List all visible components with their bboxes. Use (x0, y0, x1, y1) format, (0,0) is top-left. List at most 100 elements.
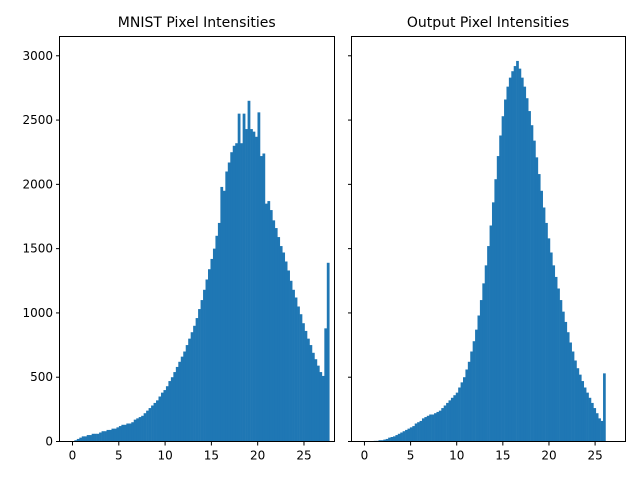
histogram-bar (321, 375, 325, 442)
histogram-bar (494, 179, 498, 442)
histogram-bar (84, 436, 88, 442)
histogram-bar (513, 66, 517, 442)
histogram-bar (143, 413, 147, 442)
histogram-bar (450, 397, 454, 442)
histogram-bar (552, 265, 556, 442)
histogram-bar (417, 422, 420, 442)
histogram-bar (402, 431, 406, 442)
right-bars (373, 60, 606, 442)
histogram-bar (405, 429, 408, 442)
histogram-bar (412, 426, 416, 442)
histogram-bar (549, 252, 553, 442)
histogram-bar (540, 190, 543, 442)
y-tick-label: 1000 (22, 306, 53, 320)
histogram-bar (242, 113, 246, 442)
y-tick-label: 2000 (22, 177, 53, 191)
histogram-bar (421, 418, 425, 442)
histogram-bar (252, 131, 256, 442)
histogram-bar (409, 427, 413, 442)
histogram-bar (111, 428, 115, 442)
histogram-bar (470, 351, 473, 442)
x-tick-label: 0 (69, 449, 77, 463)
histogram-bar (547, 238, 551, 442)
histogram-bar (163, 390, 167, 442)
histogram-bar (227, 162, 231, 442)
right-axes-frame (351, 36, 626, 442)
histogram-bar (212, 248, 216, 442)
y-tick-label: 500 (30, 370, 53, 384)
histogram-bar (109, 429, 112, 442)
histogram-bar (598, 418, 601, 442)
histogram-bar (170, 377, 174, 442)
histogram-bar (436, 411, 440, 442)
histogram-bar (225, 171, 229, 442)
histogram-bar (210, 258, 214, 442)
histogram-bar (208, 269, 211, 442)
histogram-bar (279, 246, 283, 442)
histogram-bar (299, 314, 303, 442)
histogram-bar (193, 325, 196, 442)
histogram-bar (453, 395, 457, 442)
histogram-bar (477, 315, 481, 442)
histogram-bar (173, 372, 177, 442)
left-x-axis: 0 5 10 15 20 25 (69, 441, 312, 463)
histogram-bar (240, 143, 243, 442)
histogram-bar (292, 289, 295, 442)
histogram-bar (438, 410, 442, 442)
histogram-bar (198, 309, 201, 442)
x-tick-label: 10 (157, 449, 172, 463)
histogram-bar (79, 437, 83, 442)
histogram-bar (235, 143, 238, 442)
histogram-bar (467, 361, 471, 442)
histogram-bar (516, 60, 519, 442)
x-tick-label: 0 (361, 449, 369, 463)
histogram-bar (183, 351, 187, 442)
right-panel-title: Output Pixel Intensities (407, 15, 569, 31)
histogram-bar (269, 210, 273, 442)
histogram-bar (81, 436, 85, 442)
histogram-bar (324, 328, 328, 442)
histogram-bar (482, 283, 486, 442)
histogram-bar (390, 437, 394, 442)
histogram-bar (429, 414, 432, 442)
histogram-bar (91, 433, 95, 442)
histogram-bar (441, 408, 444, 442)
histogram-bar (99, 432, 102, 442)
histogram-bar (400, 432, 403, 442)
histogram-bar (542, 207, 546, 442)
histogram-bar (508, 77, 512, 442)
histogram-bar (118, 426, 122, 442)
histogram-bar (94, 433, 97, 442)
histogram-bar (247, 100, 251, 442)
histogram-bar (545, 222, 548, 442)
histogram-bar (576, 368, 580, 442)
x-tick-label: 5 (407, 449, 415, 463)
histogram-bar (215, 235, 219, 442)
histogram-bar (380, 440, 384, 442)
y-tick-label: 2500 (22, 113, 53, 127)
x-tick-label: 15 (204, 449, 219, 463)
histogram-bar (165, 386, 169, 442)
histogram-bar (383, 439, 387, 442)
histogram-bar (504, 99, 507, 442)
histogram-bar (188, 338, 191, 442)
histogram-bar (595, 413, 599, 442)
histogram-bar (475, 329, 478, 442)
histogram-bar (460, 382, 464, 442)
histogram-bar (104, 431, 107, 442)
histogram-bar (569, 342, 572, 442)
histogram-bar (178, 361, 182, 442)
histogram-bar (496, 156, 500, 442)
left-y-axis: 0 500 1000 1500 2000 2500 3000 (22, 49, 60, 449)
histogram-bar (245, 129, 248, 442)
histogram-bar (302, 323, 305, 442)
histogram-bar (86, 435, 90, 442)
histogram-bar (537, 174, 541, 442)
y-tick-label: 3000 (22, 49, 53, 63)
histogram-bar (559, 300, 563, 442)
histogram-bar (443, 405, 447, 442)
histogram-bar (455, 392, 459, 442)
histogram-bar (121, 424, 125, 442)
histogram-bar (96, 433, 100, 442)
histogram-bar (185, 345, 189, 442)
